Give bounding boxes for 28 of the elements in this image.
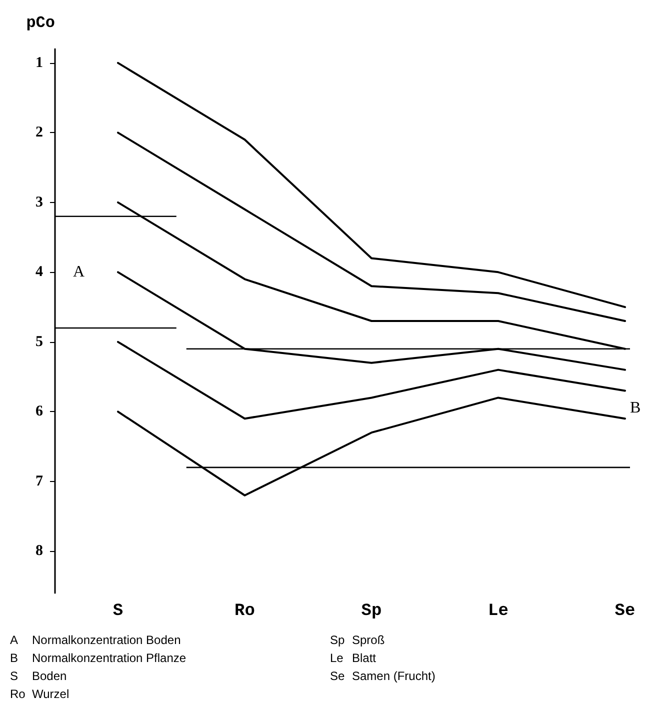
text: S Boden xyxy=(10,669,67,683)
y-tick-label: 4 xyxy=(36,264,44,280)
text: Le Blatt xyxy=(330,651,377,665)
text: B Normalkonzentration Pflanze xyxy=(10,651,186,665)
line-series xyxy=(117,132,626,322)
line-series xyxy=(117,340,626,420)
y-tick-label: 7 xyxy=(36,473,44,490)
line-series xyxy=(117,396,626,496)
line-series xyxy=(117,62,626,308)
y-tick-label: 3 xyxy=(36,194,43,210)
y-tick-label: 8 xyxy=(36,543,43,560)
x-tick-label: Ro xyxy=(234,602,255,621)
x-tick-label: Sp xyxy=(361,602,382,621)
text: Ro Wurzel xyxy=(10,687,70,701)
y-tick-label: 2 xyxy=(36,124,43,141)
annotation: B xyxy=(630,400,641,417)
x-tick-label: S xyxy=(112,602,124,621)
annotation: A xyxy=(73,264,85,281)
x-tick-label: Le xyxy=(488,602,508,621)
text: Sp Sproß xyxy=(330,633,385,647)
y-tick-label: 6 xyxy=(36,404,44,420)
y-tick-label: 1 xyxy=(36,54,43,71)
line-series xyxy=(117,271,626,371)
text: Se Samen (Frucht) xyxy=(330,669,436,683)
x-tick-label: Se xyxy=(614,602,636,621)
y-axis-title: pCo xyxy=(26,14,55,32)
text: A Normalkonzentration Boden xyxy=(10,633,181,647)
y-tick-label: 5 xyxy=(36,334,43,350)
